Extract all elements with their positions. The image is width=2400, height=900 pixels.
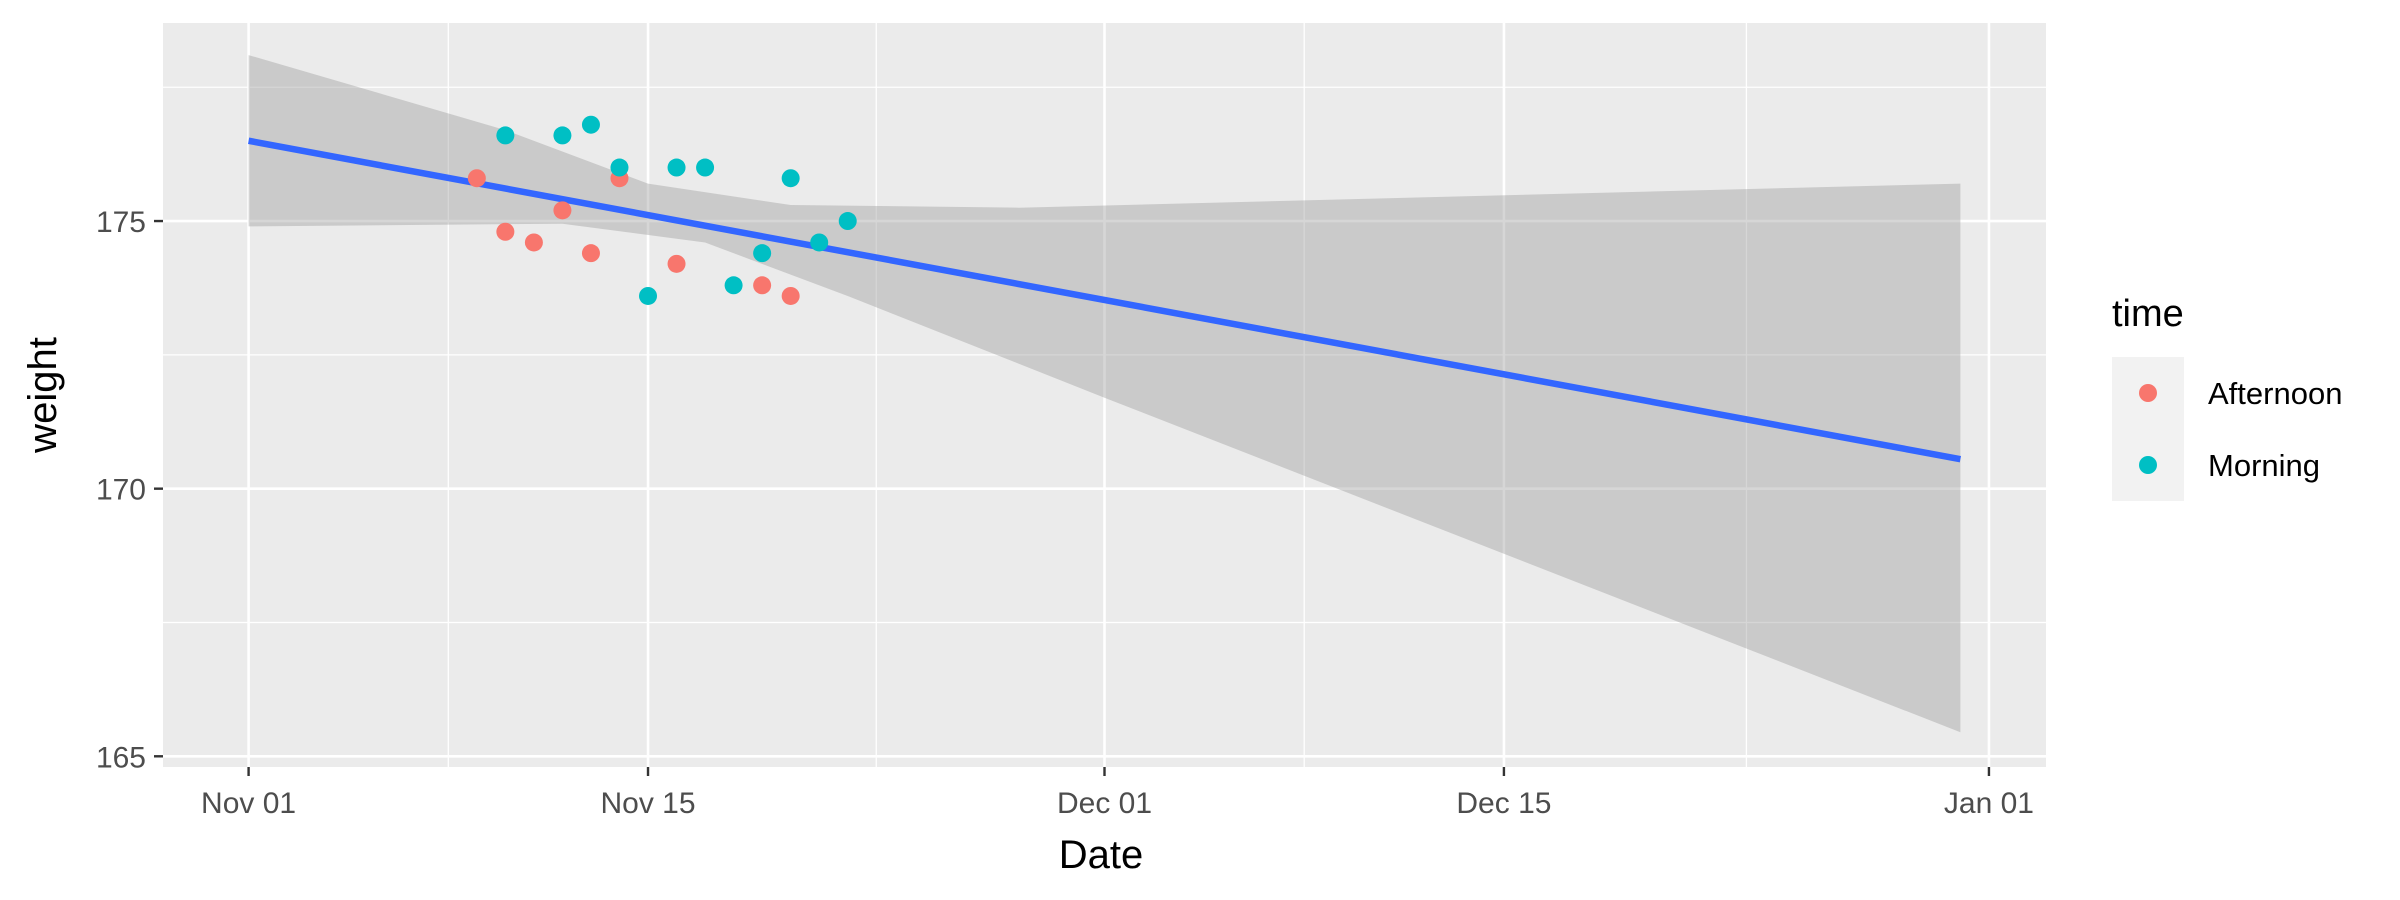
data-point-morning: [724, 276, 743, 295]
data-point-afternoon: [581, 244, 600, 263]
data-point-morning: [667, 158, 686, 177]
data-points: [467, 115, 857, 305]
data-point-afternoon: [496, 222, 515, 241]
data-point-morning: [581, 115, 600, 134]
data-point-morning: [496, 126, 515, 145]
data-point-afternoon: [553, 201, 572, 220]
legend-swatch-morning: [2139, 456, 2157, 474]
legend: time Afternoon Morning: [2112, 293, 2342, 501]
legend-swatch-afternoon: [2139, 384, 2157, 402]
data-point-afternoon: [667, 254, 686, 273]
data-point-afternoon: [753, 276, 772, 295]
x-tick-label: Dec 01: [1057, 787, 1152, 820]
data-point-afternoon: [467, 169, 486, 188]
legend-label-afternoon: Afternoon: [2208, 376, 2342, 411]
data-point-morning: [781, 169, 800, 188]
data-point-morning: [696, 158, 715, 177]
data-point-morning: [753, 244, 772, 263]
data-point-morning: [838, 212, 857, 231]
legend-label-morning: Morning: [2208, 448, 2320, 483]
y-tick-label: 175: [96, 206, 146, 239]
grid-lines: [163, 23, 2046, 767]
trend-line: [247, 137, 1962, 463]
data-point-morning: [810, 233, 829, 252]
data-point-morning: [553, 126, 572, 145]
y-tick-label: 170: [96, 474, 146, 507]
x-tick-label: Nov 15: [600, 787, 695, 820]
axes: Nov 01 Nov 15 Dec 01 Dec 15 Jan 01 165 170 175: [96, 206, 2034, 820]
y-axis-title: weight: [21, 337, 65, 454]
y-tick-label: 165: [96, 741, 146, 774]
confidence-band-area: [248, 55, 1961, 733]
data-point-afternoon: [781, 286, 800, 305]
x-axis-title: Date: [1059, 833, 1144, 877]
legend-title: time: [2112, 293, 2184, 335]
confidence-band: [248, 55, 1961, 733]
x-tick-label: Dec 15: [1456, 787, 1551, 820]
x-tick-label: Nov 01: [201, 787, 296, 820]
x-tick-label: Jan 01: [1944, 787, 2034, 820]
data-point-afternoon: [524, 233, 543, 252]
trend-line-path: [247, 137, 1962, 463]
data-point-morning: [610, 158, 629, 177]
data-point-morning: [639, 286, 658, 305]
